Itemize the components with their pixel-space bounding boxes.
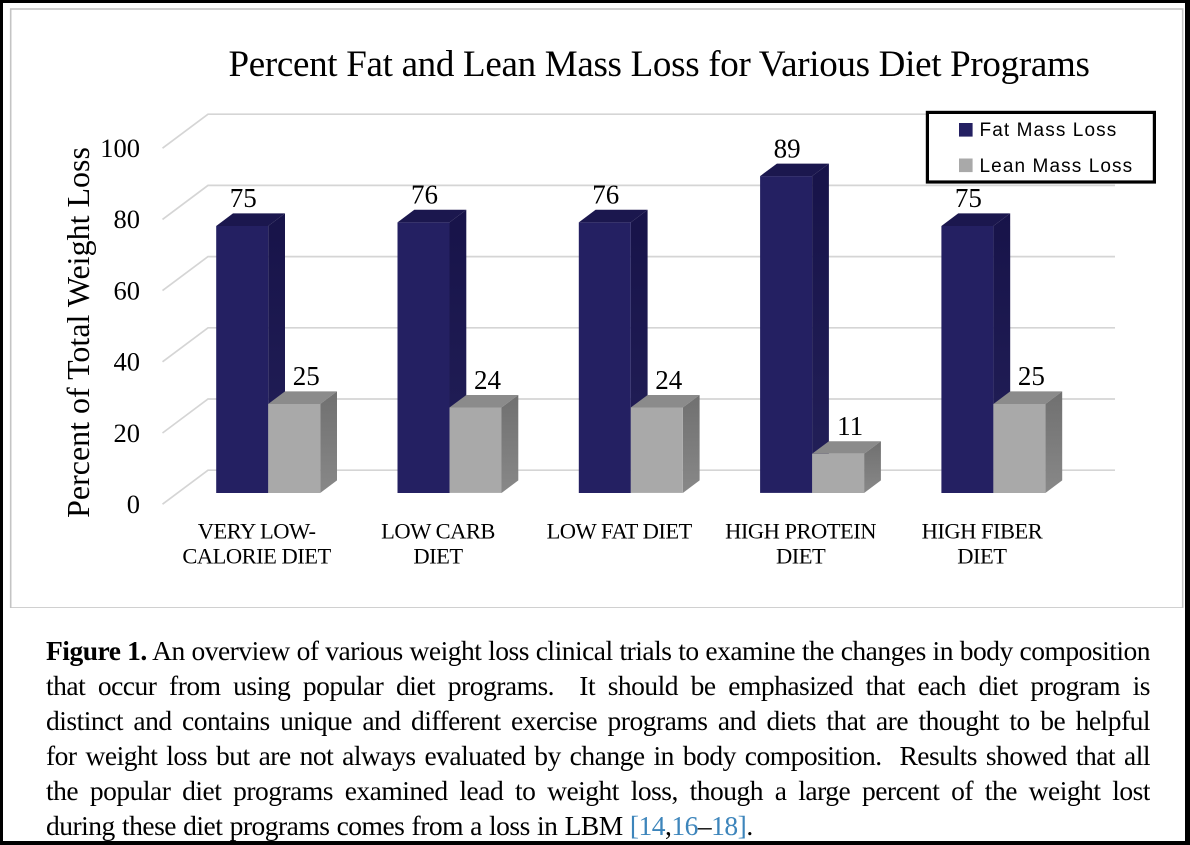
svg-text:DIET: DIET [957,544,1007,569]
svg-text:89: 89 [774,133,801,163]
svg-text:76: 76 [592,180,619,210]
svg-text:60: 60 [114,275,141,305]
svg-text:75: 75 [955,183,982,213]
svg-text:25: 25 [293,361,320,391]
svg-text:11: 11 [837,411,863,441]
svg-text:DIET: DIET [776,544,826,569]
svg-text:24: 24 [474,365,502,395]
svg-text:HIGH FIBER: HIGH FIBER [922,519,1043,544]
svg-text:80: 80 [114,204,141,234]
svg-text:76: 76 [411,180,438,210]
svg-text:100: 100 [100,133,140,163]
svg-text:75: 75 [230,183,257,213]
svg-text:LOW FAT DIET: LOW FAT DIET [547,519,693,544]
svg-text:HIGH PROTEIN: HIGH PROTEIN [725,519,876,544]
svg-text:CALORIE DIET: CALORIE DIET [182,544,331,569]
svg-text:0: 0 [127,489,140,519]
svg-text:25: 25 [1018,361,1045,391]
svg-text:Fat Mass Loss: Fat Mass Loss [980,120,1118,141]
svg-text:Lean Mass Loss: Lean Mass Loss [980,156,1134,177]
svg-text:Percent of Total Weight Loss: Percent of Total Weight Loss [60,147,96,518]
svg-text:DIET: DIET [413,544,463,569]
svg-text:20: 20 [114,418,141,448]
svg-text:24: 24 [655,365,683,395]
svg-text:LOW CARB: LOW CARB [381,519,495,544]
svg-text:VERY LOW-: VERY LOW- [198,519,316,544]
svg-text:40: 40 [114,347,141,377]
svg-text:Percent Fat and Lean Mass Loss: Percent Fat and Lean Mass Loss for Vario… [228,44,1089,85]
